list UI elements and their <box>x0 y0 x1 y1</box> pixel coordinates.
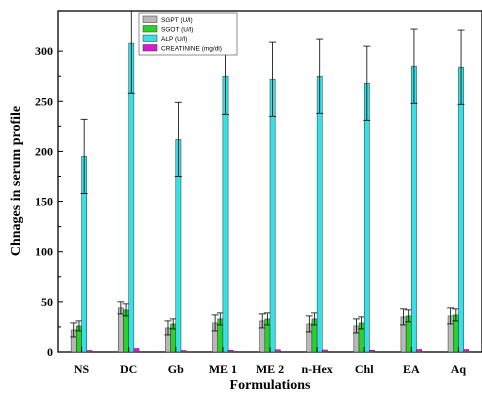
bar-sgpt <box>118 307 124 353</box>
x-tick-label: n-Hex <box>301 362 332 376</box>
legend-label: SGOT (U/l) <box>161 27 193 34</box>
bar-alp <box>458 66 464 353</box>
legend: SGPT (U/l) SGOT (U/l) ALP (U/l) CREATININE … <box>138 12 238 56</box>
y-tick-label: 0 <box>47 345 53 359</box>
legend-swatch <box>142 34 158 42</box>
legend-label: SGPT (U/l) <box>161 17 193 24</box>
x-tick-label: ME 2 <box>256 362 284 376</box>
bar-creatinine <box>133 348 140 353</box>
y-tick-label: 300 <box>35 44 53 58</box>
y-axis: 0 50 100 150 200 250 300 <box>35 44 63 359</box>
legend-swatch <box>142 25 158 33</box>
y-tick-label: 50 <box>41 295 53 309</box>
bar-creatinine <box>86 350 93 353</box>
bar-alp <box>363 82 370 353</box>
bar-creatinine <box>416 349 422 353</box>
y-axis-title: Chnages in serum profile <box>9 106 24 256</box>
x-tick-label: DC <box>120 362 137 376</box>
bar-creatinine <box>180 350 187 353</box>
bar-alp <box>316 75 323 353</box>
bar-alp <box>411 65 417 353</box>
x-tick-label: ME 1 <box>209 362 237 376</box>
x-axis-title: Formulations <box>230 378 311 393</box>
x-tick-label: Gb <box>168 362 184 376</box>
bar-series-group <box>70 11 470 353</box>
legend-swatch <box>142 15 158 23</box>
legend-label: ALP (U/l) <box>161 36 187 43</box>
legend-swatch <box>142 44 158 52</box>
bar-creatinine <box>227 349 234 353</box>
y-tick-label: 200 <box>35 144 53 158</box>
x-tick-label: NS <box>74 362 90 376</box>
bar-creatinine <box>274 349 281 353</box>
bar-alp <box>222 75 229 353</box>
bar-creatinine <box>463 349 470 353</box>
y-tick-label: 100 <box>35 245 53 259</box>
bar-alp <box>269 78 276 353</box>
x-tick-label: EA <box>403 362 420 376</box>
x-tick-label: Chl <box>355 362 374 376</box>
y-tick-label: 150 <box>35 195 53 209</box>
bar-creatinine <box>322 349 328 353</box>
x-axis: NS DC Gb ME 1 ME 2 n-Hex Chl EA Aq <box>74 347 467 376</box>
bar-creatinine <box>369 349 375 353</box>
y-tick-label: 250 <box>35 94 53 108</box>
x-tick-label: Aq <box>451 362 467 376</box>
legend-label: CREATININE (mg/dl) <box>161 46 222 53</box>
